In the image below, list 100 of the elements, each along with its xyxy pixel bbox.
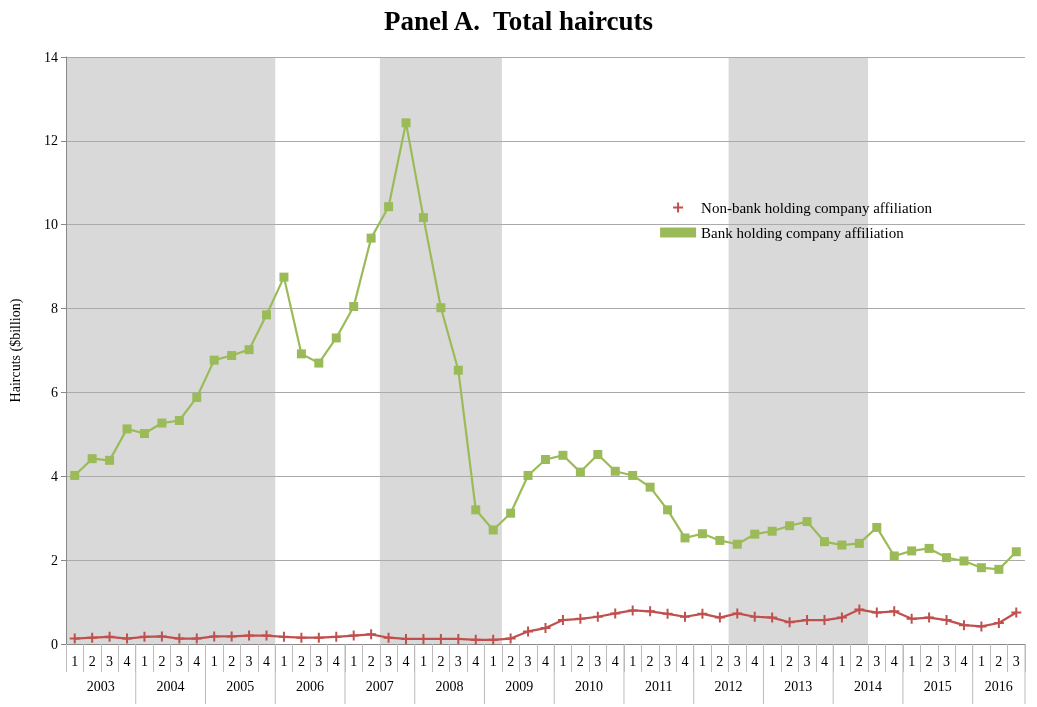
point xyxy=(261,630,272,641)
x-tick-label: 1 xyxy=(210,653,218,669)
text: 2012 xyxy=(714,678,743,694)
point xyxy=(488,525,498,535)
point xyxy=(836,612,847,623)
point xyxy=(244,630,255,641)
x-tick-label: 2 xyxy=(855,653,863,669)
x-tick-label: 3 xyxy=(733,653,741,669)
x-tick-label: 2 xyxy=(507,653,515,669)
point xyxy=(802,517,812,527)
x-tick-label: 4 xyxy=(820,653,828,669)
x-tick-label: 2 xyxy=(786,653,794,669)
point xyxy=(994,564,1004,574)
point xyxy=(872,522,882,532)
x-tick-label: 1 xyxy=(908,653,916,669)
point xyxy=(924,543,934,553)
text: 2004 xyxy=(156,678,185,694)
x-tick-label: 1 xyxy=(629,653,637,669)
y-tick-label: 6 xyxy=(51,384,58,400)
point xyxy=(889,606,900,617)
point xyxy=(610,608,621,619)
point xyxy=(714,612,725,623)
point xyxy=(296,632,307,643)
point xyxy=(663,505,673,515)
point xyxy=(244,345,254,355)
text: 2007 xyxy=(365,678,394,694)
y-tick-label: 0 xyxy=(51,636,58,652)
point xyxy=(506,508,516,518)
point xyxy=(750,529,760,539)
text: 2016 xyxy=(984,678,1013,694)
point xyxy=(1011,547,1021,557)
x-tick-label: 3 xyxy=(1012,653,1020,669)
point xyxy=(627,605,638,616)
point xyxy=(384,202,394,212)
point xyxy=(558,450,568,460)
point xyxy=(69,633,80,644)
point xyxy=(767,612,778,623)
text: 2008 xyxy=(435,678,464,694)
x-tick-label: 3 xyxy=(175,653,183,669)
point xyxy=(70,470,80,480)
point xyxy=(906,613,917,624)
point xyxy=(993,618,1004,629)
text: 2013 xyxy=(784,678,813,694)
point xyxy=(418,213,428,223)
x-tick-label: 1 xyxy=(838,653,846,669)
point xyxy=(958,620,969,631)
x-tick-label: 1 xyxy=(698,653,706,669)
point xyxy=(139,429,149,439)
text: 2009 xyxy=(505,678,534,694)
x-tick-label: 3 xyxy=(524,653,532,669)
point xyxy=(227,351,237,361)
point xyxy=(87,454,97,464)
x-tick-label: 4 xyxy=(542,653,549,669)
x-tick-label: 1 xyxy=(489,653,497,669)
point xyxy=(871,607,882,618)
point xyxy=(784,617,795,628)
point xyxy=(122,424,132,434)
text: 2011 xyxy=(645,678,673,694)
point xyxy=(767,526,777,536)
point xyxy=(924,612,935,623)
point xyxy=(471,505,481,515)
point xyxy=(593,449,603,459)
y-axis-title: Haircuts ($billion) xyxy=(7,298,24,403)
point xyxy=(401,118,411,128)
point xyxy=(104,631,115,642)
point xyxy=(697,608,708,619)
point xyxy=(366,233,376,243)
point xyxy=(628,470,638,480)
x-tick-label: 4 xyxy=(123,653,131,669)
point xyxy=(157,418,167,428)
y-tick-label: 2 xyxy=(51,552,58,568)
x-tick-label: 2 xyxy=(925,653,933,669)
point xyxy=(453,365,463,375)
point xyxy=(697,529,707,539)
point xyxy=(331,631,342,642)
point xyxy=(278,631,289,642)
x-tick-label: 3 xyxy=(943,653,951,669)
point xyxy=(732,539,742,549)
x-tick-label: 4 xyxy=(402,653,410,669)
x-tick-label: 4 xyxy=(193,653,201,669)
x-tick-label: 3 xyxy=(245,653,253,669)
point xyxy=(279,272,289,282)
point xyxy=(139,631,150,642)
point xyxy=(122,633,133,644)
x-tick-label: 1 xyxy=(71,653,79,669)
point xyxy=(942,553,952,563)
x-tick-label: 3 xyxy=(315,653,323,669)
point xyxy=(523,626,534,637)
x-tick-label: 2 xyxy=(367,653,375,669)
x-tick-label: 2 xyxy=(995,653,1003,669)
x-tick-label: 1 xyxy=(768,653,776,669)
point xyxy=(296,349,306,359)
x-tick-label: 3 xyxy=(594,653,602,669)
point xyxy=(819,537,829,547)
point xyxy=(349,301,359,311)
point xyxy=(732,608,743,619)
point xyxy=(837,540,847,550)
y-tick-label: 14 xyxy=(44,49,58,65)
x-tick-label: 1 xyxy=(280,653,288,669)
point xyxy=(314,358,324,368)
